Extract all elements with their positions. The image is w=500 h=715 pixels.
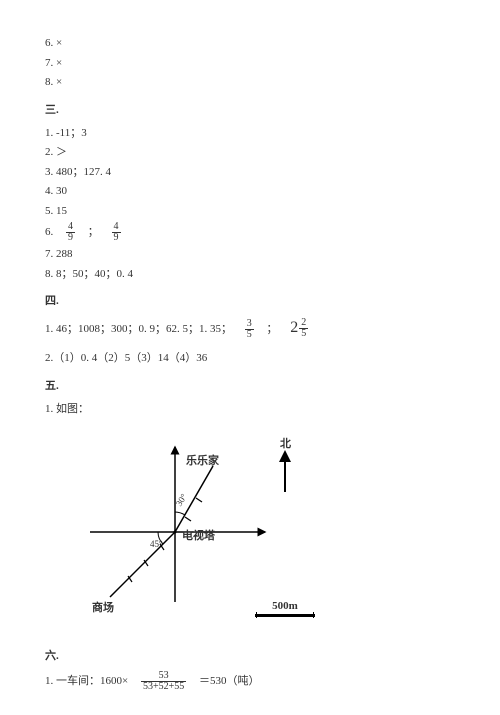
item-text: × xyxy=(56,76,62,88)
section-heading-5: 五. xyxy=(45,377,455,393)
item-text: 1. 一车间：1600× xyxy=(45,675,128,687)
sec2-item: 8. × xyxy=(45,74,455,91)
label-tower: 电视塔 xyxy=(182,527,215,543)
numerator: 2 xyxy=(299,318,308,329)
angle-bottom: 45° xyxy=(150,539,163,549)
sec2-item: 7. × xyxy=(45,55,455,72)
scale-bar: 500m xyxy=(255,600,315,617)
denominator: 5 xyxy=(245,330,254,340)
item-text: 8 xyxy=(45,76,51,88)
sec3-item: 1. -11；3 xyxy=(45,125,455,142)
sec4-item-1: 1. 46；1008；300；0. 9；62. 5；1. 35； 3 5 ； 2… xyxy=(45,316,455,340)
mixed-number: 2 2 5 xyxy=(290,316,308,340)
section-heading-4: 四. xyxy=(45,292,455,308)
item-label: 6. xyxy=(45,226,53,238)
sec3-item: 3. 480；127. 4 xyxy=(45,164,455,181)
scale-line xyxy=(255,614,315,617)
item-text: × xyxy=(56,37,62,49)
section-heading-3: 三. xyxy=(45,101,455,117)
fraction: 2 5 xyxy=(299,318,308,339)
denominator: 5 xyxy=(299,329,308,339)
sec3-item: 5. 15 xyxy=(45,203,455,220)
section-heading-6: 六. xyxy=(45,647,455,663)
sec3-item-6: 6. 4 9 ； 4 9 xyxy=(45,222,455,243)
separator: ； xyxy=(88,226,99,238)
fraction: 3 5 xyxy=(245,319,254,340)
fraction: 53 53+52+55 xyxy=(141,671,186,692)
sec3-item: 8. 8；50；40；0. 4 xyxy=(45,266,455,283)
denominator: 53+52+55 xyxy=(141,682,186,692)
label-mall: 商场 xyxy=(92,599,114,615)
sec3-item: 2. ＞ xyxy=(45,144,455,161)
item-text: 7 xyxy=(45,57,51,69)
item-text: 1. 46；1008；300；0. 9；62. 5；1. 35； xyxy=(45,323,232,335)
denominator: 9 xyxy=(66,233,75,243)
item-text: 6 xyxy=(45,37,51,49)
sec2-item: 6. × xyxy=(45,35,455,52)
whole-part: 2 xyxy=(290,316,298,340)
sec3-item: 4. 30 xyxy=(45,183,455,200)
fraction: 4 9 xyxy=(66,222,75,243)
separator: ； xyxy=(267,323,278,335)
diagram-figure: 乐乐家 北 电视塔 商场 30° 45° 500m xyxy=(80,427,320,637)
item-text: × xyxy=(56,57,62,69)
denominator: 9 xyxy=(112,233,121,243)
scale-label: 500m xyxy=(255,600,315,612)
item-text: ＝530（吨） xyxy=(199,675,260,687)
sec5-intro: 1. 如图： xyxy=(45,401,455,418)
label-home: 乐乐家 xyxy=(186,452,219,468)
label-north: 北 xyxy=(280,435,291,451)
sec6-item-1: 1. 一车间：1600× 53 53+52+55 ＝530（吨） xyxy=(45,671,455,692)
sec3-item: 7. 288 xyxy=(45,246,455,263)
sec4-item-2: 2.（1）0. 4（2）5（3）14（4）36 xyxy=(45,350,455,367)
fraction: 4 9 xyxy=(112,222,121,243)
